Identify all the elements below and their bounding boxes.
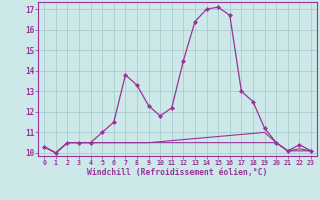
- X-axis label: Windchill (Refroidissement éolien,°C): Windchill (Refroidissement éolien,°C): [87, 168, 268, 177]
